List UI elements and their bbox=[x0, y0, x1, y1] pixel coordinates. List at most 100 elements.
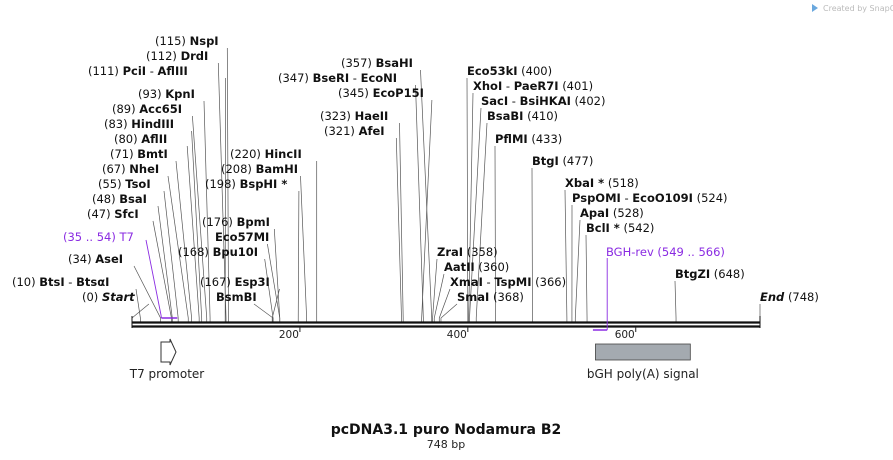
site-label-pflmi: PflMI (433) bbox=[495, 132, 562, 146]
enzyme-name: Bpu10I bbox=[213, 245, 258, 259]
site-line bbox=[191, 130, 203, 323]
site-position: (400) bbox=[521, 64, 552, 78]
enzyme-name: PciI bbox=[123, 64, 146, 78]
enzyme-name-alt: TspMI bbox=[494, 275, 531, 289]
site-lines bbox=[131, 47, 761, 323]
site-line bbox=[300, 175, 307, 323]
site-label-saci: SacI - BsiHKAI (402) bbox=[481, 94, 605, 108]
site-position: (401) bbox=[562, 79, 593, 93]
enzyme-name: EcoP15I bbox=[373, 86, 424, 100]
enzyme-name: Eco57MI bbox=[215, 230, 269, 244]
site-line bbox=[574, 219, 581, 323]
site-line bbox=[186, 145, 200, 323]
site-position: (358) bbox=[467, 245, 498, 259]
primers: (35 .. 54) T7 BGH-rev (549 .. 566) bbox=[63, 230, 725, 331]
site-line bbox=[494, 145, 496, 323]
feature-label-t7-promoter: T7 promoter bbox=[129, 367, 205, 381]
site-label-nhei: (67) NheI bbox=[102, 162, 159, 176]
ruler-tick-label: 400 bbox=[447, 329, 467, 341]
enzyme-name: BtgZI bbox=[675, 267, 710, 281]
features: T7 promoter bGH poly(A) signal bbox=[129, 338, 699, 381]
enzyme-name: NheI bbox=[129, 162, 159, 176]
site-label-aflii: (80) AflII bbox=[114, 132, 167, 146]
enzyme-name-alt: PaeR7I bbox=[514, 79, 559, 93]
site-label-sfci: (47) SfcI bbox=[87, 207, 139, 221]
site-label-acc65i: (89) Acc65I bbox=[112, 102, 182, 116]
site-label-bcli-: BclI * (542) bbox=[586, 221, 654, 235]
enzyme-name: HaeII bbox=[355, 109, 389, 123]
site-label-esp3i: (167) Esp3I bbox=[200, 275, 270, 289]
site-position: (80) bbox=[114, 132, 138, 146]
site-position: (48) bbox=[92, 192, 116, 206]
site-line bbox=[420, 69, 433, 323]
site-line bbox=[217, 62, 227, 323]
enzyme-name-alt: EcoO109I bbox=[632, 191, 693, 205]
enzyme-name: BsmBI bbox=[216, 290, 257, 304]
primer-t7-label: (35 .. 54) T7 bbox=[63, 230, 134, 244]
site-label-start: (0) Start bbox=[82, 290, 135, 304]
site-position: (357) bbox=[341, 56, 372, 70]
site-label-btsi: (10) BtsI - BtsαI bbox=[12, 275, 109, 289]
site-line bbox=[433, 273, 445, 323]
site-label-bseri: (347) BseRI - EcoNI bbox=[278, 71, 397, 85]
site-line bbox=[163, 190, 179, 323]
site-line bbox=[264, 258, 274, 323]
site-label-bsphi-: (198) BspHI * bbox=[205, 177, 287, 191]
site-label-xhoi: XhoI - PaeR7I (401) bbox=[473, 79, 593, 93]
enzyme-name: BsaBI bbox=[487, 109, 523, 123]
enzyme-name: BamHI bbox=[256, 162, 298, 176]
enzyme-name: SacI bbox=[481, 94, 508, 108]
site-label-bamhi: (208) BamHI bbox=[221, 162, 298, 176]
site-label-afei: (321) AfeI bbox=[324, 124, 385, 138]
site-label-nspi: (115) NspI bbox=[155, 34, 219, 48]
site-label-pcii: (111) PciI - AflIII bbox=[88, 64, 188, 78]
primer-t7-line bbox=[145, 239, 162, 319]
ruler-tick-label: 600 bbox=[615, 329, 635, 341]
site-line bbox=[192, 115, 208, 323]
site-position: (347) bbox=[278, 71, 309, 85]
site-position: (55) bbox=[98, 177, 122, 191]
site-label-eco57mi: Eco57MI bbox=[215, 230, 269, 244]
site-label-apai: ApaI (528) bbox=[580, 206, 644, 220]
map-length: 748 bp bbox=[427, 438, 465, 451]
site-position: (67) bbox=[102, 162, 126, 176]
site-position: (89) bbox=[112, 102, 136, 116]
enzyme-name: KpnI bbox=[165, 87, 195, 101]
site-line bbox=[297, 190, 300, 323]
enzyme-name: NspI bbox=[190, 34, 219, 48]
site-line bbox=[157, 205, 173, 323]
site-position: (345) bbox=[338, 86, 369, 100]
site-line bbox=[135, 288, 141, 323]
site-line bbox=[466, 77, 469, 323]
enzyme-name: BtgI bbox=[532, 154, 559, 168]
site-label-eco53ki: Eco53kI (400) bbox=[467, 64, 552, 78]
site-position: (323) bbox=[320, 109, 351, 123]
site-position: (198) bbox=[205, 177, 236, 191]
ruler-tick-label: 200 bbox=[279, 329, 299, 341]
enzyme-name: BmtI bbox=[137, 147, 168, 161]
enzyme-name: AatII bbox=[444, 260, 475, 274]
site-label-btgi: BtgI (477) bbox=[532, 154, 593, 168]
enzyme-name: PflMI bbox=[495, 132, 528, 146]
enzyme-name: Acc65I bbox=[139, 102, 182, 116]
enzyme-name: HindIII bbox=[131, 117, 174, 131]
site-position: (176) bbox=[202, 215, 233, 229]
site-line bbox=[253, 303, 274, 323]
site-line bbox=[421, 99, 433, 323]
site-position: (93) bbox=[138, 87, 162, 101]
site-label-hindiii: (83) HindIII bbox=[104, 117, 174, 131]
snapgene-brand-text: Created by SnapGene bbox=[823, 4, 893, 13]
enzyme-name-alt: AflIII bbox=[158, 64, 188, 78]
enzyme-name: AfeI bbox=[359, 124, 385, 138]
enzyme-name: DrdI bbox=[181, 49, 209, 63]
enzyme-name: PspOMI bbox=[572, 191, 621, 205]
enzyme-name: End bbox=[760, 290, 785, 304]
enzyme-name-alt: BtsαI bbox=[76, 275, 109, 289]
site-label-ecop15i: (345) EcoP15I bbox=[338, 86, 424, 100]
site-line bbox=[432, 258, 438, 323]
site-label-xbai-: XbaI * (518) bbox=[565, 176, 639, 190]
site-label-bmti: (71) BmtI bbox=[110, 147, 168, 161]
site-line bbox=[271, 288, 280, 323]
site-position: (34) bbox=[68, 252, 92, 266]
